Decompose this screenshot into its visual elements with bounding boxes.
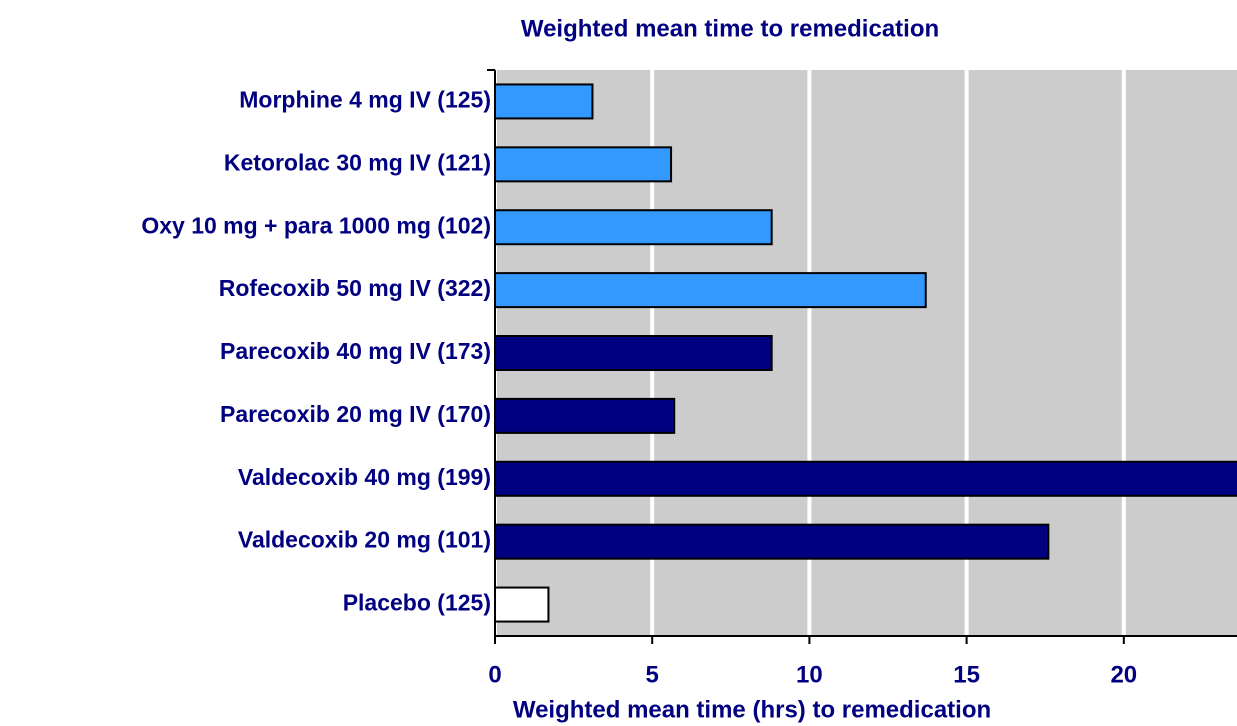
bar	[495, 335, 773, 371]
y-tick-label: Ketorolac 30 mg IV (121)	[224, 149, 491, 175]
x-tick-label: 0	[488, 661, 501, 688]
x-tick-label: 10	[796, 661, 823, 688]
bar	[495, 460, 1237, 497]
bar	[495, 83, 594, 120]
bar	[495, 272, 927, 309]
y-tick-label: Placebo (125)	[343, 590, 491, 616]
x-tick-label: 20	[1110, 661, 1137, 688]
y-tick-label: Valdecoxib 20 mg (101)	[238, 527, 491, 553]
y-tick-label: Morphine 4 mg IV (125)	[239, 87, 491, 113]
y-tick-label: Parecoxib 40 mg IV (173)	[220, 338, 491, 364]
bar	[495, 397, 676, 434]
y-tick-label: Parecoxib 20 mg IV (170)	[220, 401, 491, 427]
y-tick-label: Valdecoxib 40 mg (199)	[238, 464, 491, 490]
y-tick-label: Oxy 10 mg + para 1000 mg (102)	[141, 212, 491, 238]
chart-title: Weighted mean time to remedication	[521, 15, 939, 42]
bars	[495, 83, 1237, 623]
x-tick-label: 15	[953, 661, 980, 688]
bar	[495, 523, 1050, 560]
bar	[495, 209, 773, 246]
x-axis-label: Weighted mean time (hrs) to remedication	[513, 696, 991, 723]
y-tick-label: Rofecoxib 50 mg IV (322)	[219, 275, 491, 301]
bar	[495, 146, 673, 183]
x-tick-label: 5	[646, 661, 659, 688]
bar	[495, 586, 550, 623]
